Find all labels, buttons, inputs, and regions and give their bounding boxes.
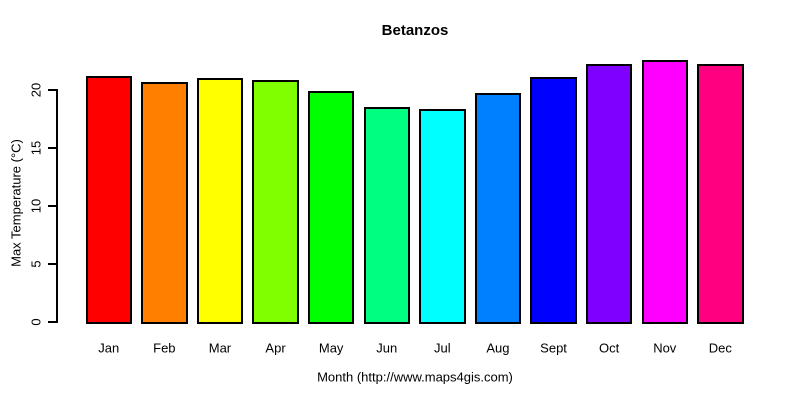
bar-mar [196,78,244,324]
bar-dec [697,64,744,324]
y-tick-label-20: 20 [28,82,44,97]
x-tick-label-sept: Sept [540,340,567,356]
x-tick-label-may: May [318,340,344,356]
x-tick-label-aug: Aug [486,340,510,356]
bar-jul [419,109,466,324]
x-tick-label-feb: Feb [153,340,176,356]
y-tick-mark [48,146,56,149]
y-tick-mark [48,321,56,323]
x-tick-label-dec: Dec [708,340,732,356]
bar-jan [85,75,132,324]
bar-sept [530,76,577,324]
x-tick-label-oct: Oct [599,340,620,356]
x-tick-label-nov: Nov [653,340,677,356]
bar-apr [252,80,299,324]
bar-jun [363,107,410,324]
y-tick-mark [48,262,56,265]
chart-title: Betanzos [381,22,449,39]
y-tick-label-5: 5 [28,260,44,268]
bar-may [307,90,355,324]
y-tick-label-15: 15 [28,140,44,155]
y-tick-mark [48,204,56,207]
bar-feb [141,81,188,324]
x-tick-label-jan: Jan [98,340,120,356]
y-tick-label-0: 0 [28,318,44,326]
y-tick-label-10: 10 [28,198,44,214]
bar-aug [474,93,522,324]
x-tick-label-jul: Jul [434,340,451,356]
y-tick-mark [48,88,56,91]
x-tick-label-mar: Mar [208,340,232,356]
x-tick-label-apr: Apr [265,340,286,356]
bar-oct [585,64,633,324]
x-tick-label-jun: Jun [376,340,398,356]
y-axis-line [56,88,58,323]
x-axis-label: Month (http://www.maps4gis.com) [317,369,513,385]
y-axis-label: Max Temperature (°C) [8,139,24,267]
bar-nov [641,59,688,324]
